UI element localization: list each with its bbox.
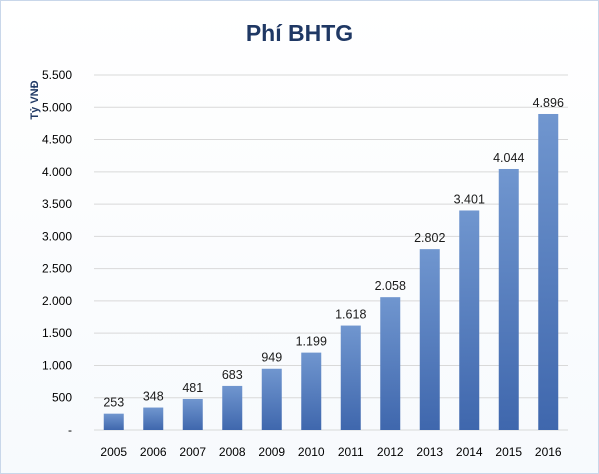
bar-2009 [261, 368, 282, 430]
y-axis-title: Tỷ VNĐ [29, 80, 41, 119]
x-tick-label: 2006 [140, 445, 167, 459]
x-tick-label: 2007 [179, 445, 206, 459]
data-label-2005: 253 [103, 396, 124, 410]
y-tick-label: 3.000 [42, 229, 72, 243]
gridlines [94, 74, 568, 431]
data-label-2009: 949 [261, 351, 282, 365]
x-tick-label: 2016 [535, 445, 562, 459]
x-tick-label: 2012 [377, 445, 404, 459]
bar-2015 [498, 168, 519, 430]
y-tick-label: 4.000 [42, 165, 72, 179]
x-tick-label: 2014 [456, 445, 483, 459]
bar-2006 [143, 407, 164, 430]
bar-2005 [103, 413, 124, 430]
bars [103, 113, 559, 431]
bar-2016 [538, 113, 559, 431]
data-label-2010: 1.199 [296, 335, 327, 349]
bar-2012 [380, 297, 401, 430]
x-tick-label: 2015 [495, 445, 522, 459]
x-tick-label: 2005 [100, 445, 127, 459]
y-tick-label: 4.500 [42, 133, 72, 147]
y-tick-label: 5.500 [42, 68, 72, 82]
y-tick-label: 5.000 [42, 100, 72, 114]
data-labels: 253 348 481 683 949 1.199 1.618 2.058 2.802 3.401… [103, 96, 564, 410]
x-tick-label: 2013 [416, 445, 443, 459]
x-tick-label: 2009 [258, 445, 285, 459]
y-tick-label: 2.000 [42, 294, 72, 308]
y-tick-label: 1.500 [42, 326, 72, 340]
data-label-2006: 348 [143, 390, 164, 404]
bar-2010 [301, 352, 322, 430]
y-tick-label: 3.500 [42, 197, 72, 211]
bar-2011 [340, 325, 361, 430]
y-tick-label: - [68, 423, 72, 437]
data-label-2008: 683 [222, 368, 243, 382]
bar-2007 [182, 398, 203, 430]
y-tick-label: 2.500 [42, 262, 72, 276]
y-axis-ticks: - 500 1.000 1.500 2.000 2.500 3.000 3.500 4.000 4… [42, 68, 72, 437]
x-tick-label: 2008 [219, 445, 246, 459]
data-label-2007: 481 [182, 381, 203, 395]
data-label-2012: 2.058 [375, 279, 406, 293]
x-tick-label: 2010 [298, 445, 325, 459]
data-label-2011: 1.618 [335, 308, 366, 322]
data-label-2015: 4.044 [493, 151, 524, 165]
bar-2008 [222, 385, 243, 430]
x-axis-ticks: 2005 2006 2007 2008 2009 2010 2011 2012 2013 2014… [100, 445, 562, 459]
data-label-2013: 2.802 [414, 231, 445, 245]
bar-2014 [459, 210, 480, 430]
bar-2013 [419, 249, 440, 430]
y-tick-label: 500 [52, 391, 72, 405]
data-label-2016: 4.896 [533, 96, 564, 110]
x-tick-label: 2011 [338, 445, 364, 459]
data-label-2014: 3.401 [454, 192, 485, 206]
y-tick-label: 1.000 [42, 358, 72, 372]
chart-title: Phí BHTG [245, 20, 354, 46]
